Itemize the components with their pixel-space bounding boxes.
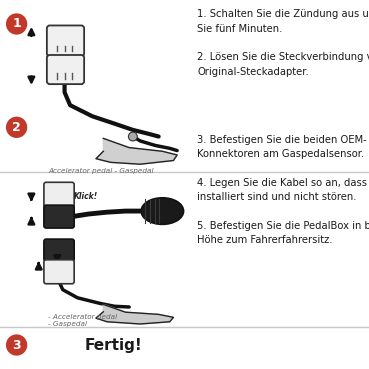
FancyBboxPatch shape — [44, 239, 74, 261]
Text: Fertig!: Fertig! — [85, 338, 143, 352]
Text: 3. Befestigen Sie die beiden OEM-
Konnektoren am Gaspedalsensor.

4. Legen Sie d: 3. Befestigen Sie die beiden OEM- Konnek… — [197, 135, 369, 245]
Text: Accelerator pedal - Gaspedal: Accelerator pedal - Gaspedal — [48, 168, 154, 174]
Circle shape — [7, 117, 27, 137]
Polygon shape — [96, 304, 173, 324]
Text: 1. Schalten Sie die Zündung aus und warten
Sie fünf Minuten.

2. Lösen Sie die S: 1. Schalten Sie die Zündung aus und wart… — [197, 9, 369, 77]
Ellipse shape — [141, 198, 184, 224]
Text: - Gaspedal: - Gaspedal — [48, 321, 87, 327]
Text: Klick!: Klick! — [44, 261, 69, 269]
Text: 3: 3 — [12, 338, 21, 352]
Circle shape — [7, 335, 27, 355]
Text: - Accelerator pedal: - Accelerator pedal — [48, 314, 117, 321]
Polygon shape — [96, 138, 177, 164]
FancyBboxPatch shape — [47, 55, 84, 84]
Text: 1: 1 — [12, 17, 21, 31]
FancyBboxPatch shape — [44, 260, 74, 284]
FancyBboxPatch shape — [44, 182, 74, 207]
FancyBboxPatch shape — [47, 25, 84, 56]
Text: Klick!: Klick! — [74, 192, 98, 201]
Circle shape — [7, 14, 27, 34]
Text: 2: 2 — [12, 121, 21, 134]
Circle shape — [128, 132, 137, 141]
FancyBboxPatch shape — [44, 205, 74, 228]
